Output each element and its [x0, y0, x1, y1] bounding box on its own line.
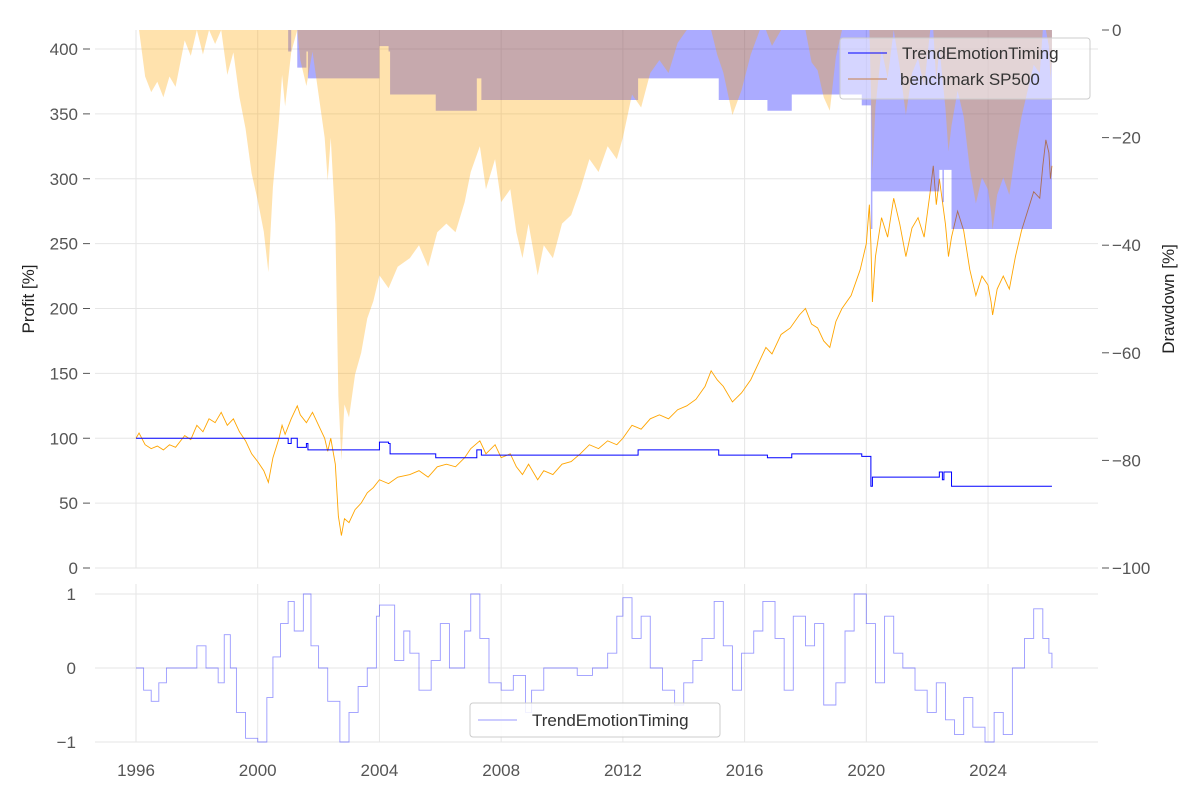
xtick-label: 1996 — [117, 761, 155, 780]
xtick-label: 2004 — [361, 761, 399, 780]
series-lines — [135, 139, 1053, 536]
ytick-label-signal: −1 — [57, 733, 76, 752]
xtick-label: 2016 — [726, 761, 764, 780]
legend-label-strategy: TrendEmotionTiming — [902, 44, 1059, 63]
benchmark-profit-line — [135, 139, 1053, 536]
legend-label-benchmark: benchmark SP500 — [900, 70, 1040, 89]
grid — [95, 30, 1098, 743]
ytick-label-left: 300 — [50, 170, 78, 189]
ytick-label-left: 250 — [50, 235, 78, 254]
signal-panel — [136, 593, 1053, 743]
legend-bottom: TrendEmotionTiming — [469, 702, 721, 738]
y-axis-label-right: Drawdown [%] — [1159, 244, 1178, 354]
ytick-label-right: −80 — [1112, 451, 1141, 470]
ytick-label-left: 150 — [50, 364, 78, 383]
legend-bottom-box — [469, 702, 721, 738]
tick-labels: 0501001502002503003504000−20−40−60−80−10… — [50, 21, 1151, 780]
ytick-label-right: −20 — [1112, 129, 1141, 148]
xtick-label: 2012 — [604, 761, 642, 780]
ytick-label-right: −60 — [1112, 344, 1141, 363]
ytick-label-right: 0 — [1112, 21, 1121, 40]
ytick-label-signal: 1 — [67, 585, 76, 604]
drawdown-fills — [136, 30, 1052, 461]
xtick-label: 2000 — [239, 761, 277, 780]
xtick-label: 2020 — [847, 761, 885, 780]
legend-top: TrendEmotionTiming benchmark SP500 — [839, 37, 1091, 100]
legend-label-signal: TrendEmotionTiming — [532, 711, 689, 730]
ytick-label-signal: 0 — [67, 659, 76, 678]
y-axis-label-left: Profit [%] — [19, 265, 38, 334]
ytick-label-left: 400 — [50, 40, 78, 59]
signal-line — [136, 593, 1053, 743]
ytick-label-left: 350 — [50, 105, 78, 124]
xtick-label: 2008 — [482, 761, 520, 780]
ytick-label-left: 0 — [69, 559, 78, 578]
xtick-label: 2024 — [969, 761, 1007, 780]
ytick-label-right: −100 — [1112, 559, 1150, 578]
ytick-label-left: 200 — [50, 300, 78, 319]
ytick-label-right: −40 — [1112, 236, 1141, 255]
ytick-label-left: 50 — [59, 494, 78, 513]
strategy-profit-line — [136, 437, 1052, 487]
strategy-drawdown-area — [136, 30, 1052, 230]
ytick-label-left: 100 — [50, 429, 78, 448]
benchmark-drawdown-area — [136, 30, 1052, 461]
legend-top-box — [839, 37, 1091, 100]
